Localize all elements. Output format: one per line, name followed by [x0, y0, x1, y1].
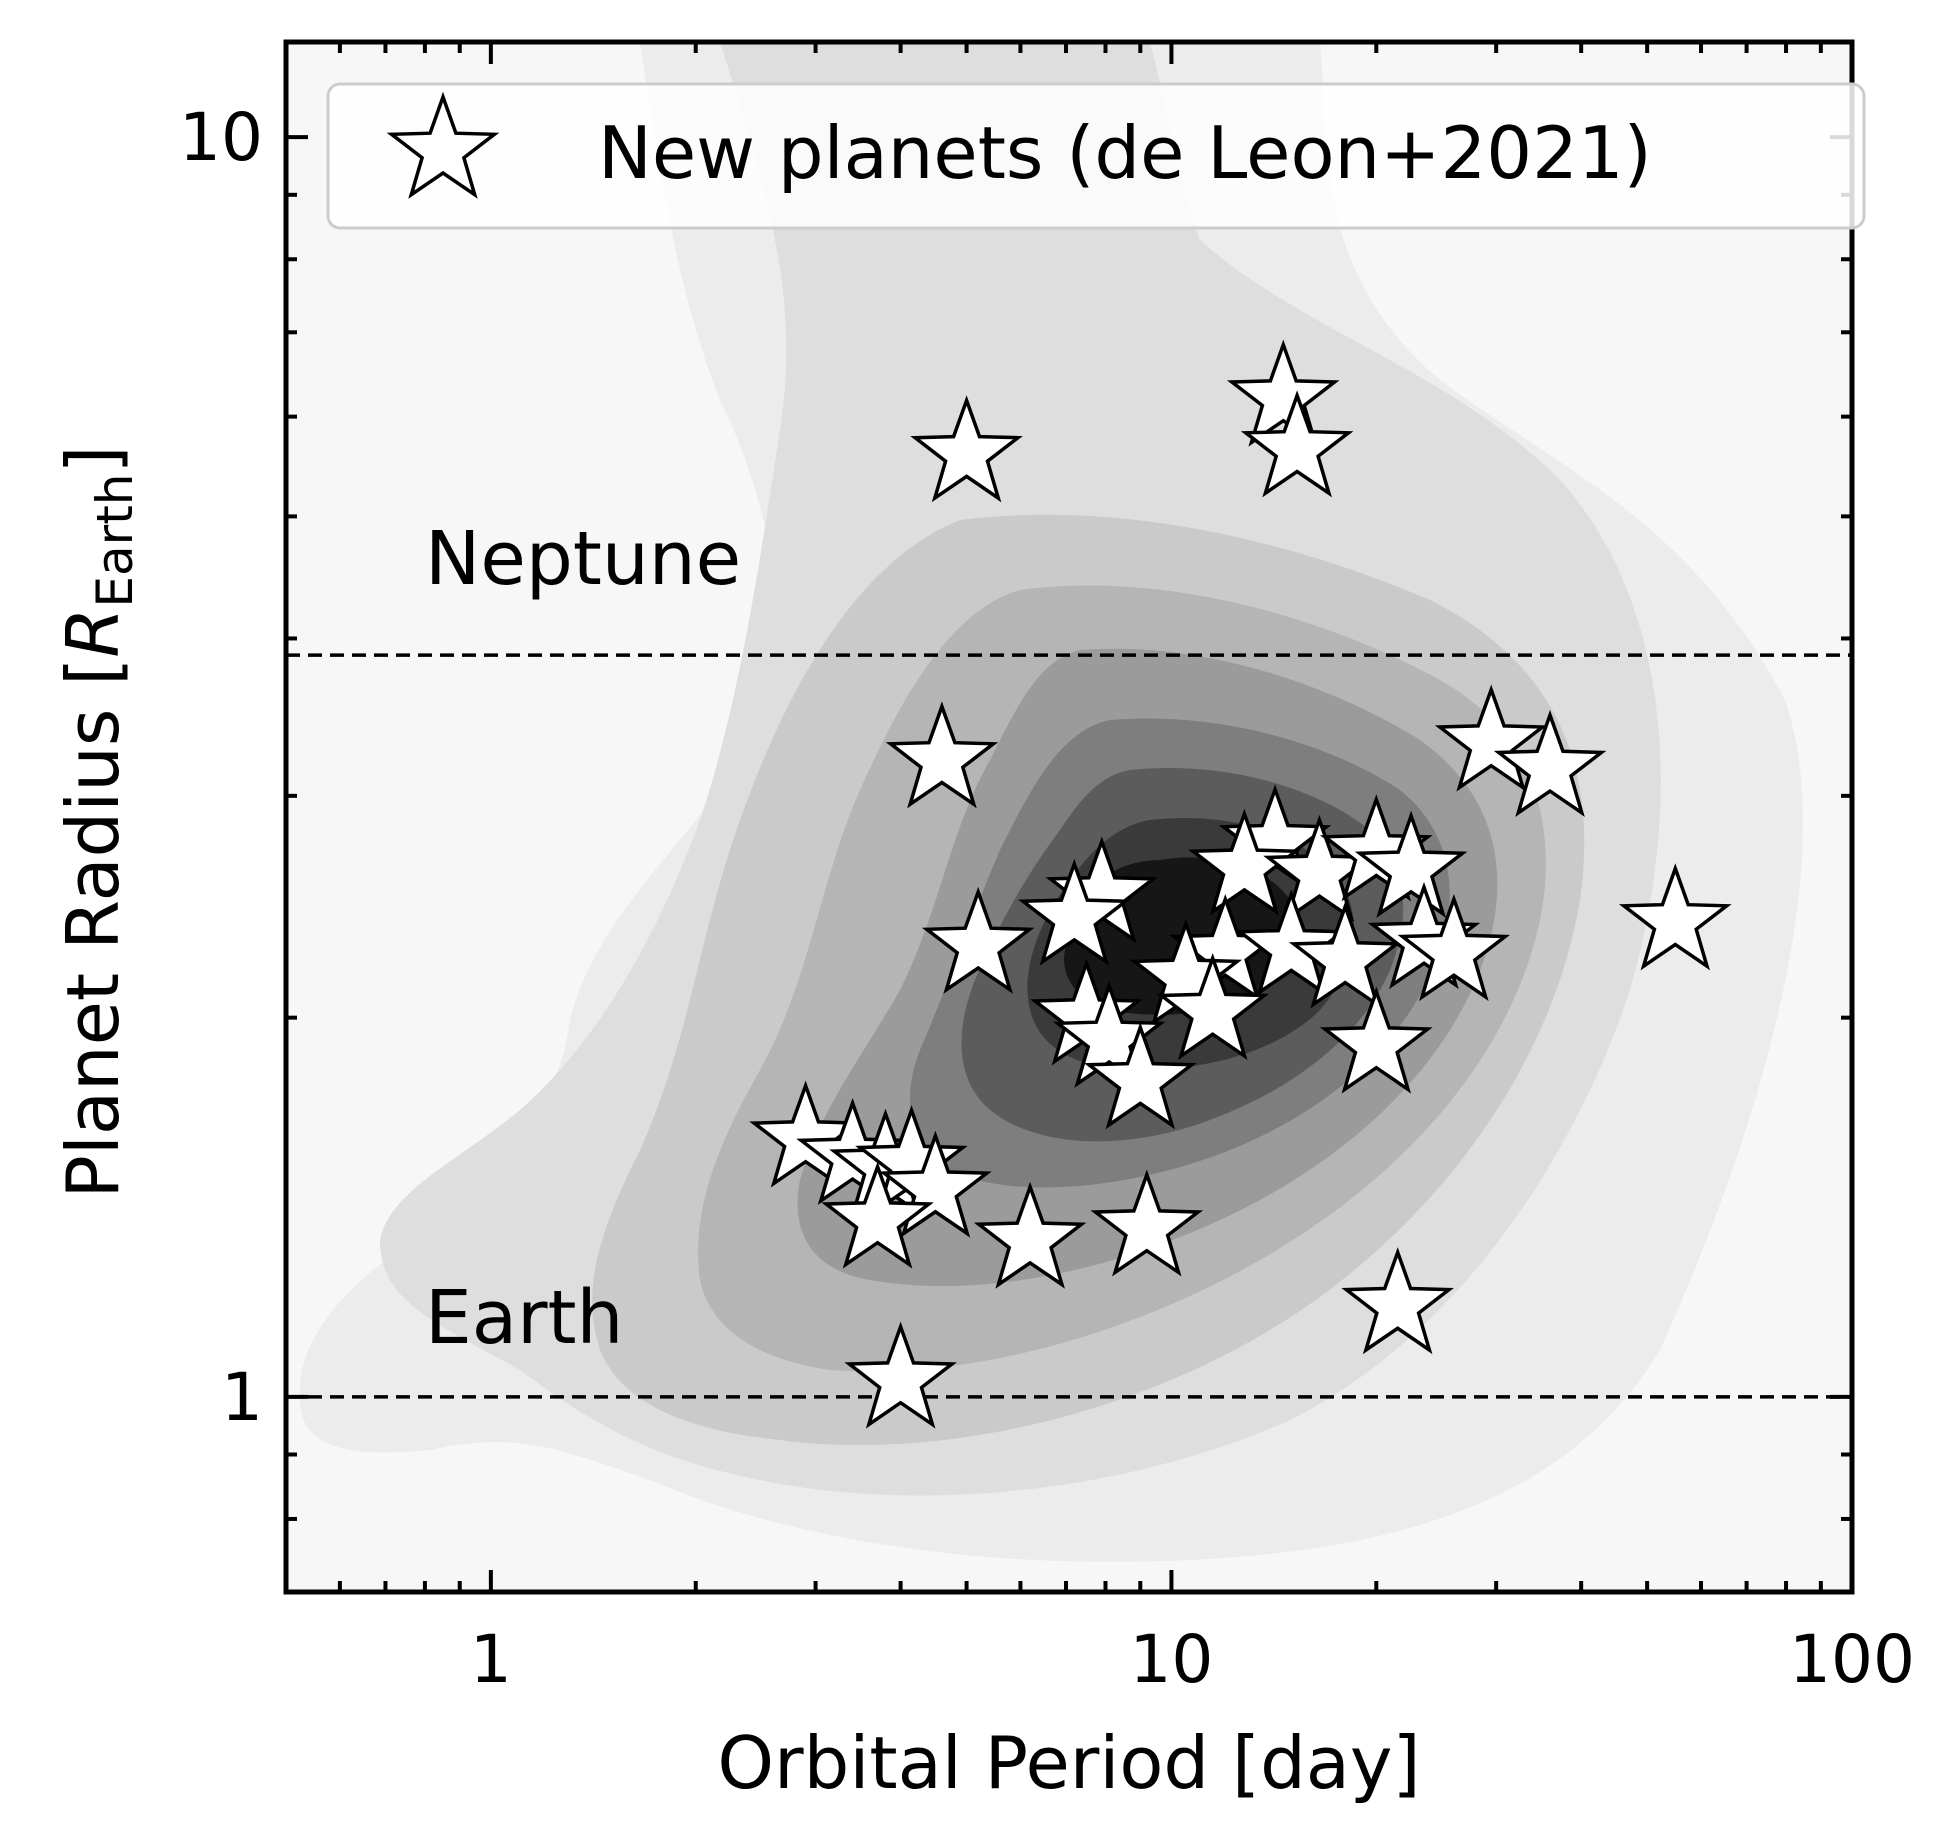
star-marker-14	[1618, 863, 1732, 971]
star-marker-2	[1240, 390, 1354, 498]
legend: New planets (de Leon+2021)	[326, 82, 1866, 230]
neptune-annotation: Neptune	[425, 516, 741, 602]
star-marker-3	[910, 395, 1023, 503]
star-marker-33	[973, 1181, 1087, 1289]
legend-label: New planets (de Leon+2021)	[598, 111, 1652, 195]
star-marker-18	[1288, 901, 1402, 1009]
star-marker-1	[1226, 339, 1340, 447]
scatter-series	[749, 339, 1732, 1429]
x-tick-label-1: 1	[470, 1621, 512, 1698]
star-marker-34	[1090, 1169, 1204, 1277]
star-marker-5	[1434, 684, 1548, 792]
x-axis: 1 10 100 Orbital Period [day]	[470, 1621, 1915, 1805]
star-marker-11	[1354, 810, 1468, 918]
star-marker-20	[1397, 894, 1511, 1002]
x-tick-label-100: 100	[1789, 1621, 1915, 1698]
star-marker-31	[879, 1130, 992, 1238]
y-tick-label-10: 10	[179, 99, 263, 176]
x-axis-label: Orbital Period [day]	[717, 1721, 1420, 1805]
y-axis: 10 1 Planet Radius [REarth]	[51, 99, 263, 1436]
star-marker-8	[1188, 808, 1301, 916]
star-marker-35	[1341, 1247, 1454, 1355]
star-marker-36	[844, 1321, 957, 1429]
y-tick-label-1: 1	[221, 1359, 263, 1436]
star-marker-15	[921, 886, 1035, 994]
plot-frame	[283, 39, 1855, 1595]
star-marker-4	[885, 701, 999, 809]
star-marker-24	[1052, 980, 1166, 1088]
y-axis-label: Planet Radius [REarth]	[51, 445, 144, 1198]
star-marker-32	[821, 1161, 934, 1269]
legend-box	[326, 82, 1866, 230]
star-marker-13	[1018, 858, 1131, 966]
earth-annotation: Earth	[425, 1275, 623, 1361]
star-marker-22	[1156, 953, 1270, 1061]
star-marker-6	[1493, 709, 1607, 818]
star-marker-26	[1083, 1022, 1197, 1130]
legend-star-marker	[386, 91, 500, 199]
star-marker-25	[1319, 986, 1433, 1094]
x-tick-label-10: 10	[1129, 1621, 1213, 1698]
